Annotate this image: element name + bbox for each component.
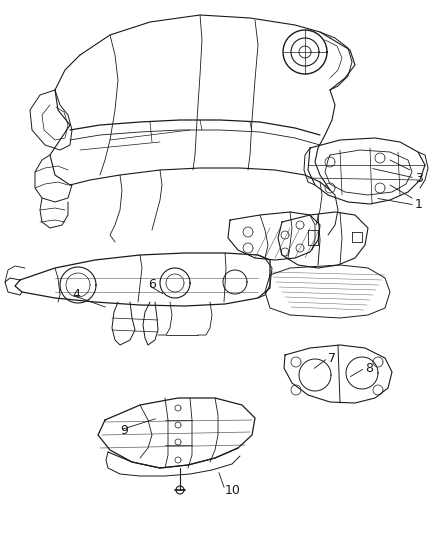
Text: 8: 8	[365, 361, 373, 375]
Text: 10: 10	[225, 483, 241, 497]
Text: 4: 4	[72, 288, 80, 302]
Text: 3: 3	[415, 172, 423, 184]
Text: 7: 7	[328, 351, 336, 365]
Text: 6: 6	[148, 279, 156, 292]
Text: 9: 9	[120, 424, 128, 437]
Text: 1: 1	[415, 198, 423, 212]
